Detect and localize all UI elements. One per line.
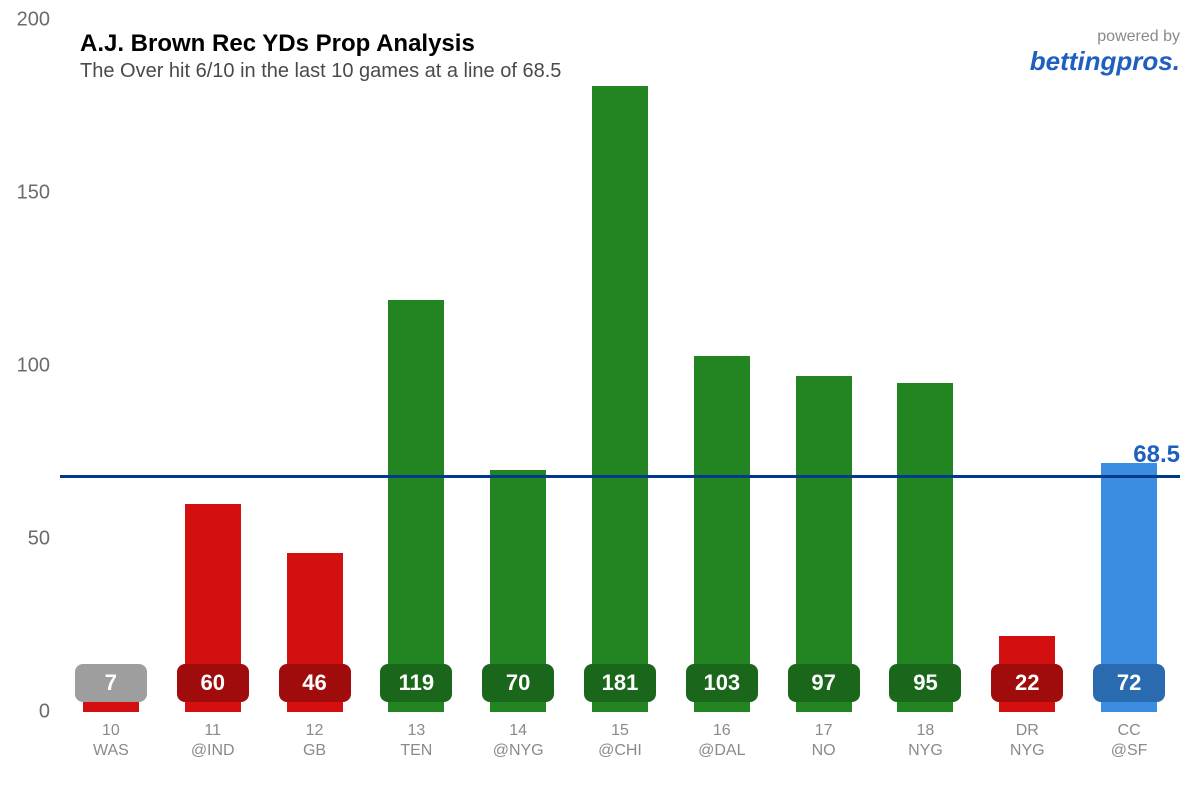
bar: [388, 300, 444, 712]
value-pill: 22: [991, 664, 1063, 702]
brand-name: bettingpros: [1030, 46, 1173, 76]
x-axis-week: 16: [671, 722, 773, 740]
powered-by-label: powered by: [1097, 28, 1180, 46]
bar: [694, 356, 750, 712]
brand-logo-text: bettingpros.: [1030, 46, 1180, 77]
x-axis-week: 11: [162, 722, 264, 740]
bar: [796, 376, 852, 712]
bar: [592, 86, 648, 712]
y-axis-tick: 200: [17, 9, 50, 32]
x-axis-opponent: @CHI: [569, 742, 671, 760]
x-axis-week: 17: [773, 722, 875, 740]
x-axis-opponent: WAS: [60, 742, 162, 760]
chart-title: A.J. Brown Rec YDs Prop Analysis: [80, 30, 475, 58]
x-axis-opponent: TEN: [365, 742, 467, 760]
x-axis-opponent: GB: [264, 742, 366, 760]
x-axis-week: 12: [264, 722, 366, 740]
x-axis-week: DR: [976, 722, 1078, 740]
x-axis-opponent: @DAL: [671, 742, 773, 760]
plot-area: 050100150200710WAS6011@IND4612GB11913TEN…: [60, 20, 1180, 712]
y-axis-tick: 150: [17, 182, 50, 205]
prop-analysis-chart: 0 50 100 150 200 7 10 WAS 60 11 @IND 46 12 GB 119 13 TEN…: [0, 0, 1200, 800]
brand-suffix: .: [1173, 46, 1180, 76]
x-axis-week: CC: [1078, 722, 1180, 740]
value-pill: 97: [788, 664, 860, 702]
x-axis-opponent: NO: [773, 742, 875, 760]
x-axis-opponent: @SF: [1078, 742, 1180, 760]
value-pill: 95: [889, 664, 961, 702]
y-axis-tick: 100: [17, 355, 50, 378]
x-axis-opponent: @IND: [162, 742, 264, 760]
bar: [897, 383, 953, 712]
value-pill: 46: [279, 664, 351, 702]
threshold-label: 68.5: [1133, 441, 1180, 469]
x-axis-week: 10: [60, 722, 162, 740]
x-axis-opponent: @NYG: [467, 742, 569, 760]
x-axis-week: 15: [569, 722, 671, 740]
value-pill: 119: [380, 664, 452, 702]
value-pill: 181: [584, 664, 656, 702]
value-pill: 70: [482, 664, 554, 702]
value-pill: 72: [1093, 664, 1165, 702]
x-axis-week: 13: [365, 722, 467, 740]
x-axis-week: 18: [875, 722, 977, 740]
threshold-line: [60, 475, 1180, 478]
y-axis-tick: 50: [28, 528, 50, 551]
chart-subtitle: The Over hit 6/10 in the last 10 games a…: [80, 60, 561, 83]
x-axis-week: 14: [467, 722, 569, 740]
value-pill: 103: [686, 664, 758, 702]
value-pill: 7: [75, 664, 147, 702]
x-axis-opponent: NYG: [976, 742, 1078, 760]
y-axis-tick: 0: [39, 701, 50, 724]
value-pill: 60: [177, 664, 249, 702]
x-axis-opponent: NYG: [875, 742, 977, 760]
